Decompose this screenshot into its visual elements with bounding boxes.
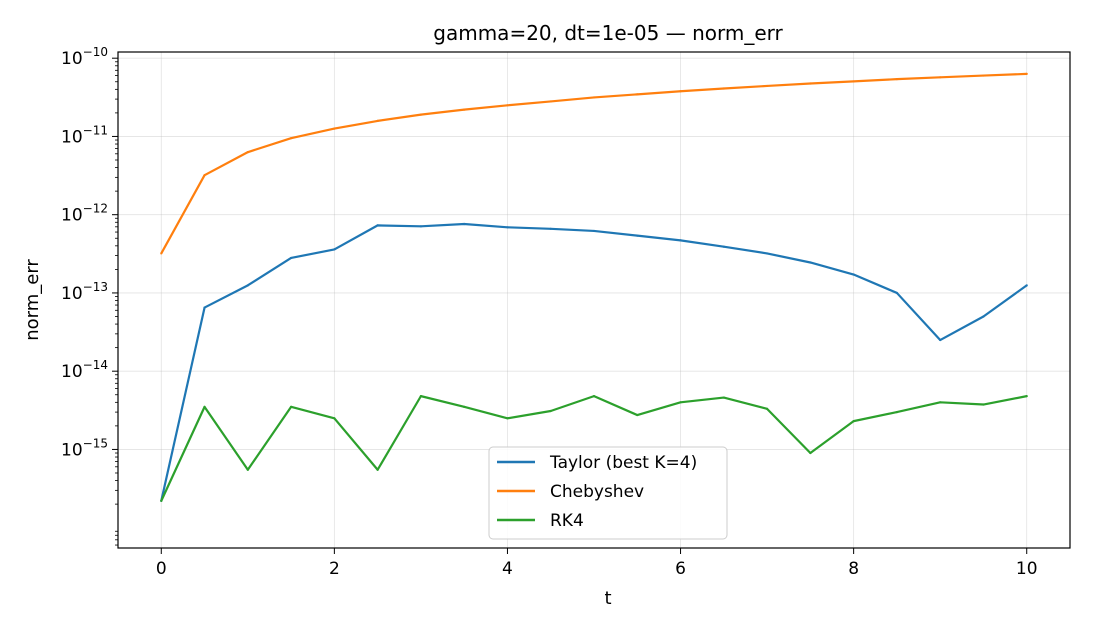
data-point bbox=[1025, 395, 1028, 398]
x-axis-title: t bbox=[604, 588, 611, 609]
data-point bbox=[722, 245, 725, 248]
y-tick-label: 10−10 bbox=[61, 45, 108, 69]
y-tick-label-base: 10 bbox=[61, 49, 83, 69]
data-point bbox=[636, 93, 639, 96]
data-point bbox=[463, 222, 466, 226]
y-tick-label: 10−15 bbox=[61, 436, 108, 460]
data-point bbox=[549, 409, 552, 413]
x-tick-label: 8 bbox=[848, 559, 859, 579]
legend: Taylor (best K=4) Chebyshev RK4 bbox=[488, 446, 728, 540]
data-point bbox=[592, 96, 596, 99]
data-point bbox=[203, 405, 206, 408]
data-point bbox=[419, 225, 423, 228]
y-tick-label-base: 10 bbox=[61, 284, 83, 304]
y-tick-label-exponent: −15 bbox=[83, 436, 108, 450]
data-point bbox=[939, 76, 942, 79]
data-point bbox=[895, 78, 899, 81]
data-point bbox=[289, 405, 293, 408]
data-point bbox=[333, 248, 336, 251]
legend-label: RK4 bbox=[550, 511, 584, 531]
data-point bbox=[852, 273, 855, 276]
data-point bbox=[895, 411, 899, 414]
legend-box bbox=[488, 446, 728, 540]
data-point bbox=[592, 229, 596, 233]
data-point bbox=[506, 226, 509, 229]
data-point bbox=[419, 395, 423, 398]
y-tick-label-exponent: −11 bbox=[83, 123, 108, 137]
data-point bbox=[549, 100, 552, 103]
data-point bbox=[160, 252, 163, 255]
y-tick-label-base: 10 bbox=[61, 362, 83, 382]
data-point bbox=[679, 239, 682, 242]
data-point bbox=[463, 108, 466, 111]
data-point bbox=[679, 401, 682, 404]
y-tick-label-base: 10 bbox=[61, 127, 83, 147]
data-point bbox=[636, 413, 639, 417]
y-axis-title: norm_err bbox=[22, 259, 43, 341]
data-point bbox=[463, 405, 466, 408]
data-point bbox=[809, 261, 812, 264]
data-point bbox=[549, 227, 552, 230]
data-point bbox=[160, 499, 163, 502]
data-point bbox=[246, 468, 249, 471]
x-tick-label: 4 bbox=[502, 559, 513, 579]
plot-frame bbox=[117, 51, 1071, 549]
data-point bbox=[203, 174, 206, 177]
data-point bbox=[289, 256, 293, 260]
data-point bbox=[289, 137, 293, 140]
data-point bbox=[895, 291, 899, 295]
legend-label: Taylor (best K=4) bbox=[549, 453, 697, 473]
data-point bbox=[333, 417, 336, 420]
data-point bbox=[982, 403, 985, 406]
y-tick-label: 10−11 bbox=[61, 123, 108, 147]
data-point bbox=[376, 468, 379, 471]
y-tick-label: 10−13 bbox=[61, 280, 108, 304]
chart-title: gamma=20, dt=1e-05 — norm_err bbox=[433, 21, 783, 45]
y-tick-label-exponent: −14 bbox=[83, 358, 108, 372]
data-point bbox=[809, 82, 812, 85]
x-tick-label: 0 bbox=[156, 559, 167, 579]
data-point bbox=[203, 306, 206, 309]
data-point bbox=[939, 401, 942, 404]
data-point bbox=[376, 119, 379, 122]
data-point bbox=[246, 151, 249, 154]
data-point bbox=[982, 315, 985, 318]
y-tick-label-exponent: −12 bbox=[83, 202, 108, 216]
data-point bbox=[852, 420, 855, 423]
data-point bbox=[809, 451, 812, 455]
data-point bbox=[419, 113, 423, 116]
legend-label: Chebyshev bbox=[550, 482, 644, 502]
data-point bbox=[1025, 72, 1028, 75]
data-point bbox=[765, 252, 769, 255]
data-point bbox=[636, 234, 639, 237]
data-point bbox=[722, 396, 725, 399]
data-point bbox=[333, 127, 336, 130]
data-point bbox=[592, 395, 596, 398]
y-tick-label: 10−12 bbox=[61, 202, 108, 226]
data-point bbox=[506, 417, 509, 420]
data-point bbox=[1025, 284, 1028, 287]
x-tick-label: 2 bbox=[329, 559, 340, 579]
y-tick-label-base: 10 bbox=[61, 206, 83, 226]
data-point bbox=[679, 90, 682, 93]
y-tick-label-base: 10 bbox=[61, 440, 83, 460]
y-tick-label-exponent: −13 bbox=[83, 280, 108, 294]
grid bbox=[118, 52, 1070, 548]
data-point bbox=[722, 87, 725, 90]
data-point bbox=[852, 80, 855, 83]
data-point bbox=[376, 224, 379, 227]
y-tick-label: 10−14 bbox=[61, 358, 108, 382]
data-point bbox=[982, 74, 985, 77]
data-point bbox=[765, 84, 769, 88]
x-tick-label: 6 bbox=[675, 559, 686, 579]
data-point bbox=[939, 338, 942, 342]
data-point bbox=[246, 284, 249, 287]
data-point bbox=[765, 407, 769, 410]
data-point bbox=[506, 104, 509, 107]
series-lines bbox=[160, 72, 1028, 502]
x-tick-label: 10 bbox=[1016, 559, 1038, 579]
y-tick-label-exponent: −10 bbox=[83, 45, 108, 59]
